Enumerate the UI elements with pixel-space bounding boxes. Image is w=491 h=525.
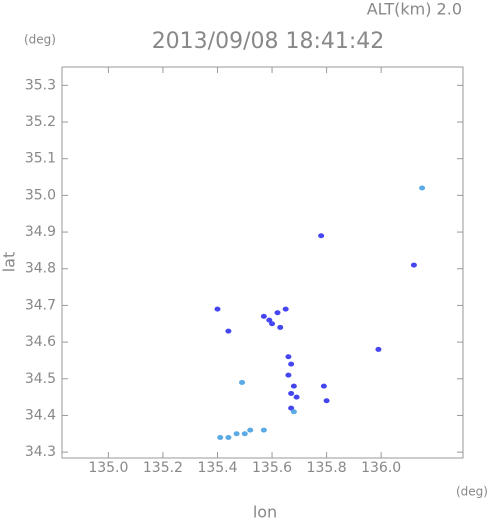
x-tick-label: 135.0	[88, 460, 128, 476]
echo-point	[323, 398, 330, 404]
echo-point	[260, 427, 267, 433]
y-tick-label: 34.4	[25, 407, 56, 423]
echo-point	[290, 409, 297, 415]
echo-point	[293, 394, 300, 400]
y-tick-label: 34.7	[25, 297, 56, 313]
chart-title: 2013/09/08 18:41:42	[152, 29, 385, 54]
y-unit: (deg)	[24, 33, 56, 47]
echo-point	[241, 431, 248, 437]
echo-point	[266, 317, 273, 323]
echo-point	[375, 346, 382, 352]
echo-point	[288, 361, 295, 367]
echo-point	[282, 306, 289, 312]
y-tick-label: 34.3	[25, 444, 56, 460]
echo-point	[214, 306, 221, 312]
echo-point	[225, 434, 232, 440]
x-tick-label: 135.2	[143, 460, 183, 476]
echo-point	[217, 434, 224, 440]
x-tick-label: 136.0	[361, 460, 401, 476]
x-tick-label: 135.8	[307, 460, 347, 476]
x-unit: (deg)	[456, 485, 488, 499]
echo-point	[233, 431, 240, 437]
y-tick-label: 34.6	[25, 334, 56, 350]
y-tick-label: 35.3	[25, 77, 56, 93]
echo-point	[318, 233, 325, 239]
echo-point	[288, 405, 295, 411]
plot-frame	[61, 66, 464, 459]
y-tick-label: 35.1	[25, 151, 56, 167]
x-tick-label: 135.4	[197, 460, 237, 476]
echo-point	[290, 383, 297, 389]
echo-point	[288, 390, 295, 396]
echo-point	[260, 313, 267, 319]
echo-point	[320, 383, 327, 389]
echo-point	[410, 262, 417, 268]
echo-point	[274, 310, 281, 316]
y-axis-label: lat	[0, 252, 19, 273]
x-tick-label: 135.6	[252, 460, 292, 476]
y-tick-label: 35.2	[25, 114, 56, 130]
echo-point	[269, 321, 276, 327]
y-tick-label: 34.5	[25, 371, 56, 387]
echo-point	[225, 328, 232, 334]
x-axis-label: lon	[253, 503, 277, 522]
echo-point	[285, 372, 292, 378]
echo-point	[419, 185, 426, 191]
echo-point	[285, 354, 292, 360]
y-tick-label: 34.9	[25, 224, 56, 240]
annotation: ALT(km) 2.0	[367, 0, 462, 19]
echo-point	[247, 427, 254, 433]
echo-point	[239, 379, 246, 385]
y-tick-label: 34.8	[25, 261, 56, 277]
echo-point	[277, 324, 284, 330]
y-tick-label: 35.0	[25, 187, 56, 203]
